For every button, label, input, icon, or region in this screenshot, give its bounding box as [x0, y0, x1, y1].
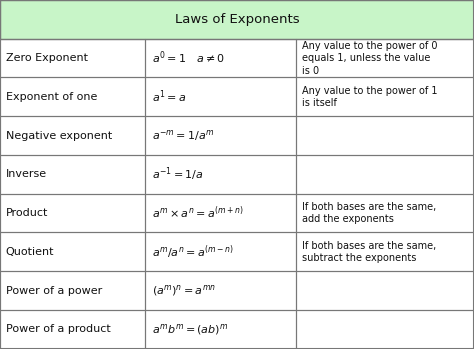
- Text: Inverse: Inverse: [6, 169, 47, 179]
- Text: $a^{-m} = 1/a^m$: $a^{-m} = 1/a^m$: [152, 128, 214, 143]
- Text: $a^{-1} = 1/a$: $a^{-1} = 1/a$: [152, 165, 203, 183]
- Bar: [0, 194, 474, 232]
- Bar: [0, 271, 474, 310]
- Bar: [145, 116, 296, 155]
- Bar: [296, 310, 474, 349]
- Text: Exponent of one: Exponent of one: [6, 92, 97, 102]
- Bar: [0, 155, 145, 194]
- Text: $a^m \times a^n = a^{(m + n)}$: $a^m \times a^n = a^{(m + n)}$: [152, 205, 244, 221]
- Text: If both bases are the same,
add the exponents: If both bases are the same, add the expo…: [302, 202, 436, 224]
- Bar: [296, 77, 474, 116]
- Text: Power of a power: Power of a power: [6, 285, 102, 296]
- Bar: [296, 232, 474, 271]
- Text: Laws of Exponents: Laws of Exponents: [175, 13, 299, 26]
- Text: $a^0 = 1 \quad a \neq 0$: $a^0 = 1 \quad a \neq 0$: [152, 50, 225, 66]
- Bar: [0, 77, 474, 116]
- Text: $a^m b^m = (ab)^m$: $a^m b^m = (ab)^m$: [152, 322, 228, 337]
- Bar: [0, 194, 145, 232]
- Bar: [0, 39, 474, 77]
- Bar: [0, 77, 145, 116]
- Bar: [0, 116, 145, 155]
- Text: $(a^m)^n = a^{mn}$: $(a^m)^n = a^{mn}$: [152, 283, 216, 298]
- Text: Product: Product: [6, 208, 48, 218]
- Bar: [145, 271, 296, 310]
- Text: $a^1 = a$: $a^1 = a$: [152, 89, 186, 105]
- Bar: [0, 310, 145, 349]
- Bar: [0, 0, 474, 39]
- Text: Any value to the power of 0
equals 1, unless the value
is 0: Any value to the power of 0 equals 1, un…: [302, 41, 438, 75]
- Bar: [145, 77, 296, 116]
- Bar: [0, 232, 145, 271]
- Bar: [145, 155, 296, 194]
- Text: Quotient: Quotient: [6, 247, 54, 257]
- Text: Negative exponent: Negative exponent: [6, 131, 112, 141]
- Bar: [0, 271, 145, 310]
- Bar: [0, 116, 474, 155]
- Text: $a^m/a^n = a^{(m - n)}$: $a^m/a^n = a^{(m - n)}$: [152, 243, 234, 261]
- Text: Zero Exponent: Zero Exponent: [6, 53, 88, 63]
- Bar: [145, 194, 296, 232]
- Bar: [296, 39, 474, 77]
- Bar: [296, 271, 474, 310]
- Text: If both bases are the same,
subtract the exponents: If both bases are the same, subtract the…: [302, 240, 436, 263]
- Bar: [296, 116, 474, 155]
- Bar: [145, 310, 296, 349]
- Bar: [0, 39, 145, 77]
- Bar: [0, 232, 474, 271]
- Bar: [296, 155, 474, 194]
- Bar: [145, 232, 296, 271]
- Bar: [0, 310, 474, 349]
- Bar: [145, 39, 296, 77]
- Text: Any value to the power of 1
is itself: Any value to the power of 1 is itself: [302, 86, 438, 108]
- Text: Power of a product: Power of a product: [6, 324, 110, 334]
- Bar: [0, 155, 474, 194]
- Bar: [296, 194, 474, 232]
